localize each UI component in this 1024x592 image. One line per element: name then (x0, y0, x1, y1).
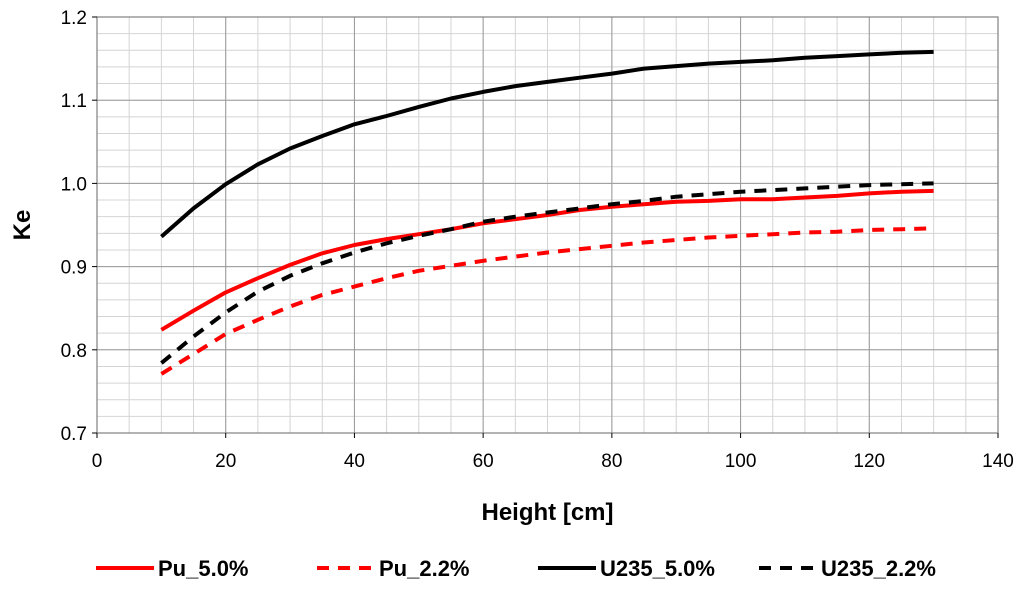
y-tick-label: 1.1 (61, 91, 87, 112)
legend-label: Pu_5.0% (158, 556, 249, 581)
x-tick-label: 100 (725, 451, 757, 472)
y-tick-label: 1.0 (61, 174, 87, 195)
x-axis-title: Height [cm] (482, 499, 614, 526)
x-tick-label: 40 (344, 451, 365, 472)
series-line-pu-5-0- (160, 188, 934, 332)
x-tick-label: 80 (601, 451, 622, 472)
y-tick-label: 0.9 (61, 258, 87, 279)
minor-grid (96, 16, 999, 434)
legend-label: Pu_2.2% (379, 556, 470, 581)
y-axis-ticks: 0.7 0.8 0.9 1.0 1.1 1.2 (61, 8, 97, 445)
series-line-u235-2-2- (160, 181, 934, 365)
y-tick-label: 0.8 (61, 341, 87, 362)
x-tick-label: 140 (982, 451, 1014, 472)
legend: Pu_5.0% Pu_2.2% U235_5.0% U235_2.2% (96, 556, 936, 581)
x-axis-ticks: 0 20 40 60 80 100 120 140 (92, 433, 1014, 472)
x-tick-label: 20 (215, 451, 236, 472)
plot-area-frame (96, 16, 999, 434)
y-tick-label: 0.7 (61, 424, 87, 445)
x-tick-label: 120 (853, 451, 885, 472)
y-axis-title: Ke (9, 210, 36, 241)
series-line-pu-2-2- (160, 226, 934, 376)
x-tick-label: 60 (473, 451, 494, 472)
y-tick-label: 1.2 (61, 8, 87, 29)
legend-label: U235_2.2% (821, 556, 936, 581)
x-tick-label: 0 (92, 451, 103, 472)
series-layer (160, 49, 934, 376)
legend-label: U235_5.0% (600, 556, 715, 581)
series-line-u235-5-0- (160, 49, 934, 239)
